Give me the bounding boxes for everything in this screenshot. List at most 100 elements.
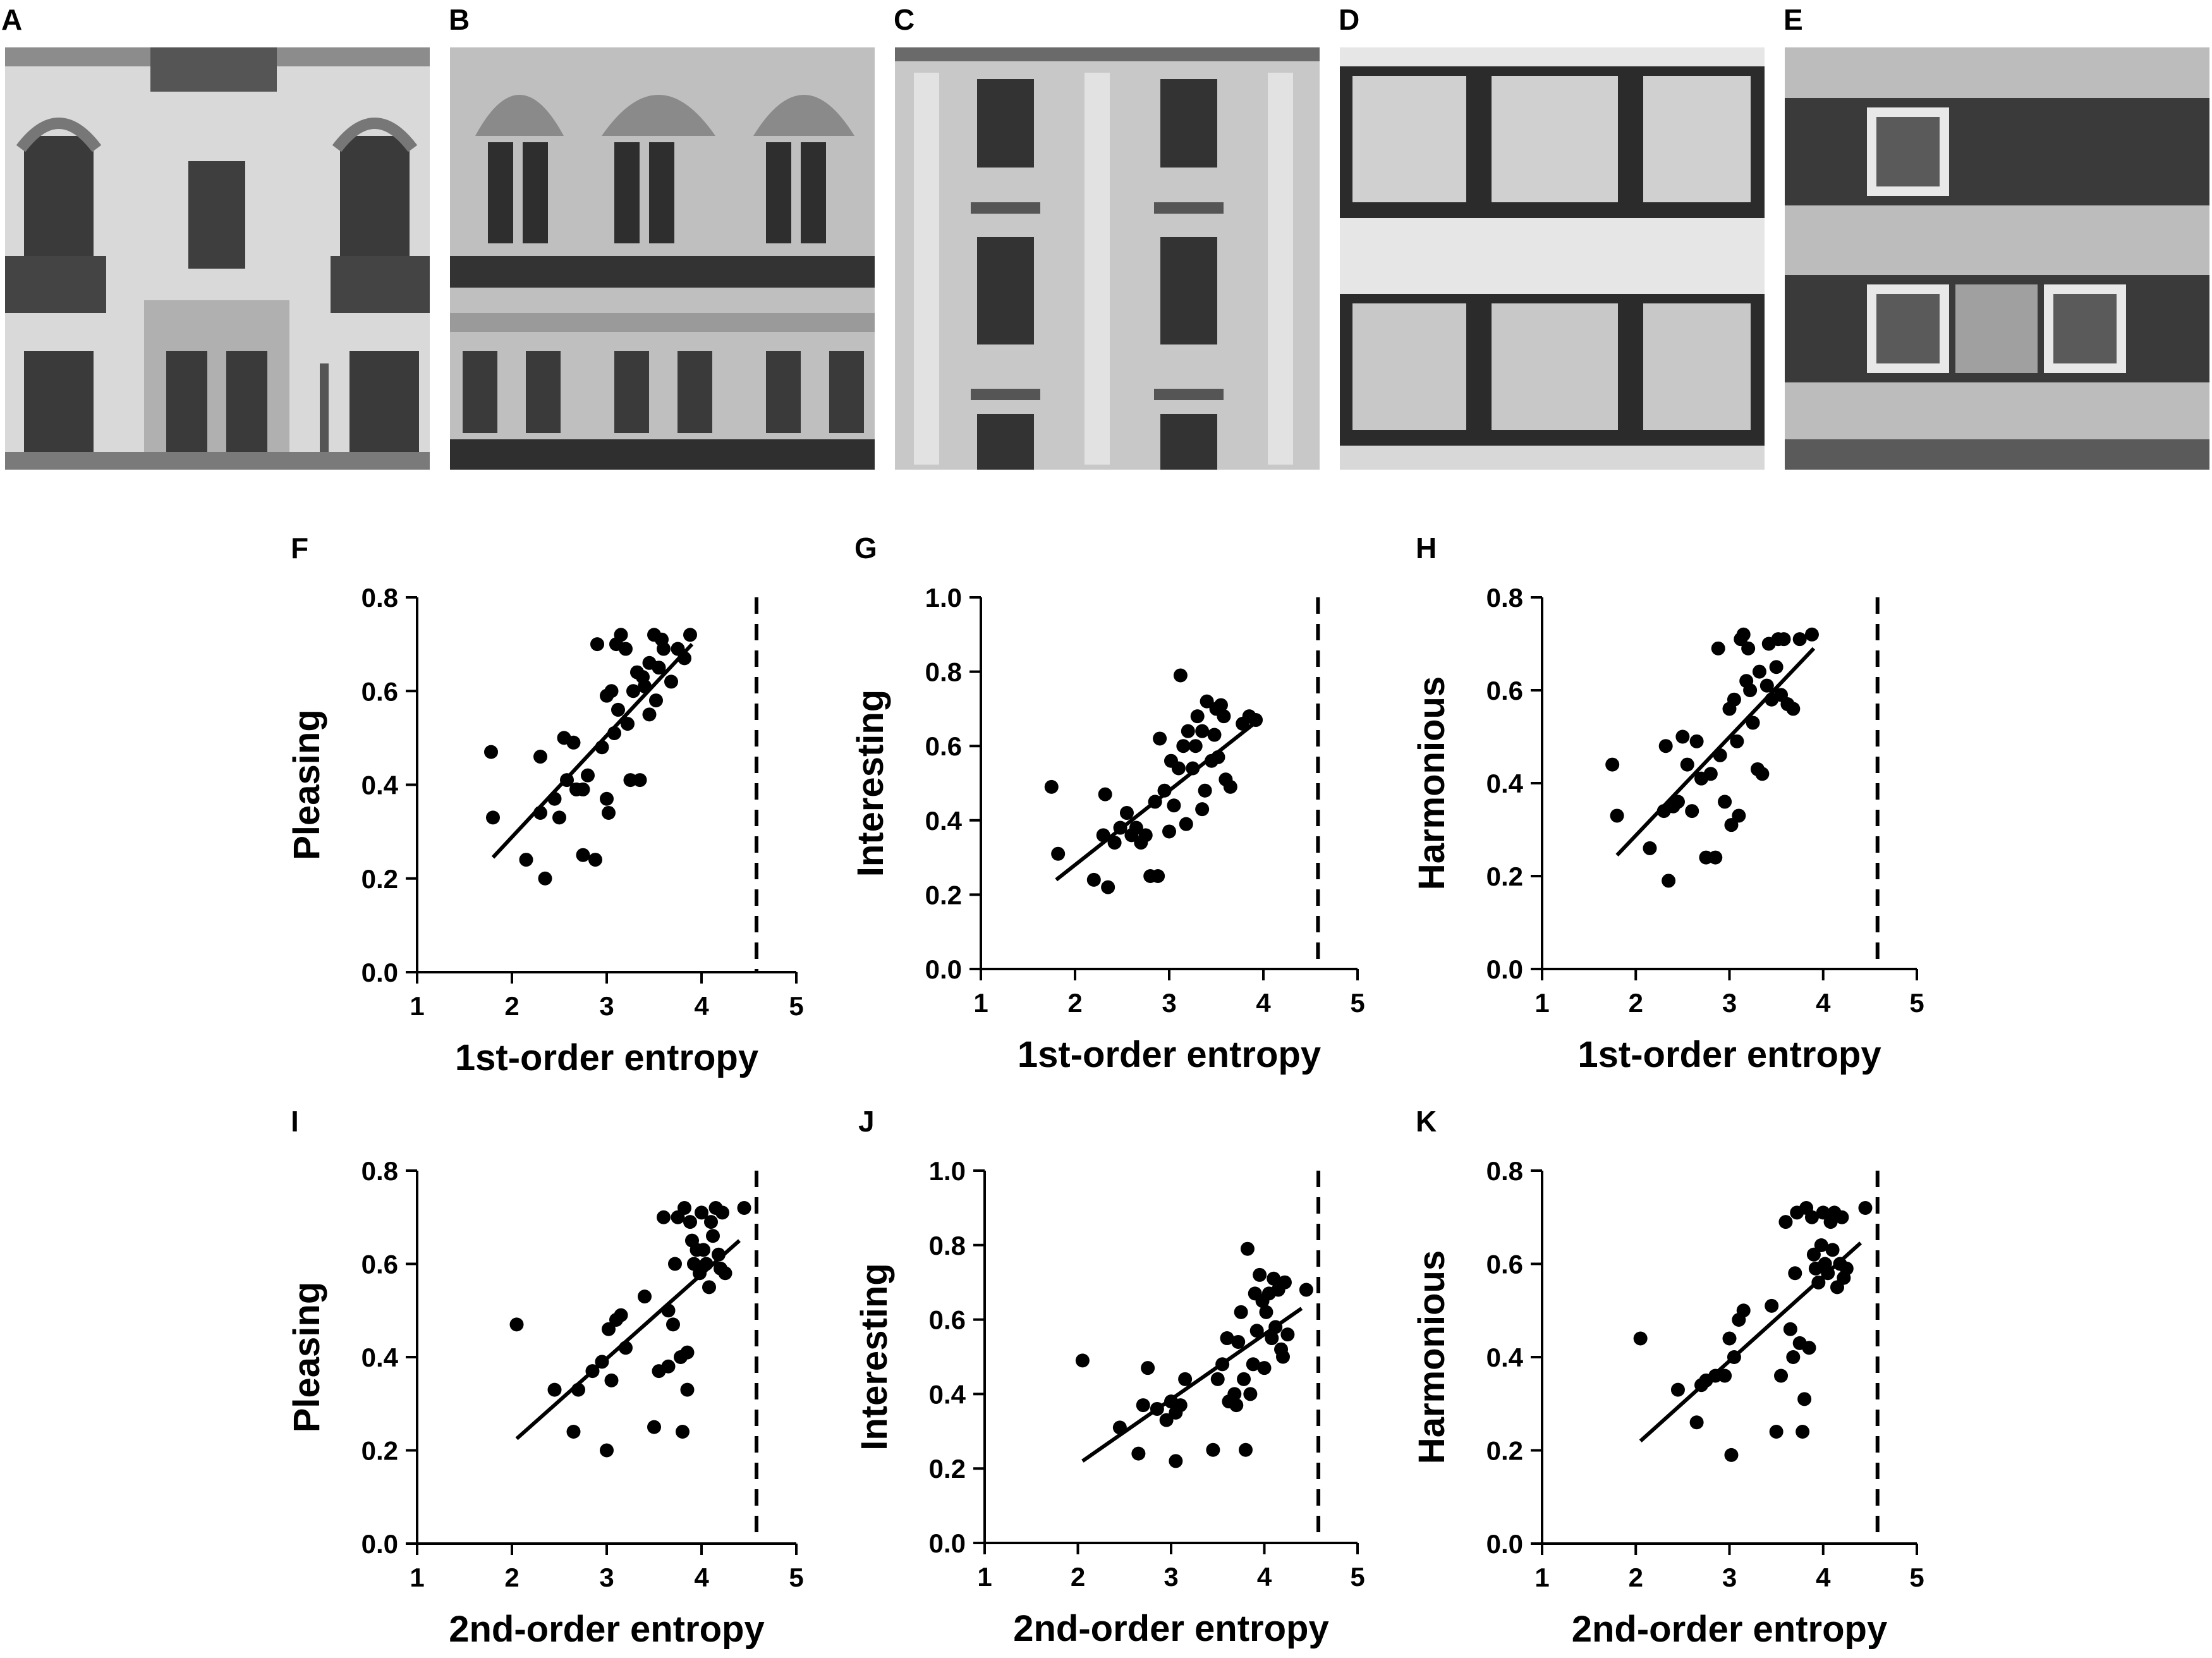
data-point: [668, 1257, 682, 1271]
data-point: [1153, 731, 1167, 746]
data-point: [1658, 739, 1673, 753]
data-point: [1206, 1442, 1220, 1457]
data-point: [614, 628, 628, 642]
x-axis-label: 1st-order entropy: [455, 1037, 758, 1078]
y-tick-label: 0.6: [362, 1250, 398, 1279]
data-point: [1229, 1398, 1244, 1413]
y-tick-label: 0.4: [362, 771, 399, 800]
data-point: [1186, 761, 1200, 776]
data-point: [649, 693, 663, 708]
data-point: [715, 1205, 729, 1220]
x-tick-label: 5: [789, 991, 803, 1021]
data-point: [1792, 632, 1807, 647]
y-tick-label: 1.0: [929, 1156, 966, 1186]
x-tick-label: 3: [1164, 1562, 1178, 1592]
y-tick-label: 0.0: [362, 958, 398, 987]
data-point: [576, 782, 590, 796]
data-point: [666, 1317, 680, 1332]
x-tick-label: 2: [1629, 988, 1643, 1018]
y-tick-label: 0.2: [1486, 862, 1523, 891]
data-point: [621, 717, 635, 731]
x-tick-label: 3: [599, 1563, 614, 1592]
data-point: [611, 702, 625, 717]
y-tick-label: 0.4: [362, 1343, 399, 1372]
regression-line: [491, 643, 694, 859]
data-point: [661, 1359, 676, 1374]
data-point: [1249, 713, 1263, 728]
data-point: [683, 1215, 697, 1229]
data-point: [1044, 779, 1059, 794]
data-point: [1188, 739, 1203, 753]
y-tick-label: 0.6: [929, 1305, 966, 1335]
data-point: [696, 1243, 710, 1257]
data-point: [590, 637, 604, 652]
data-point: [1195, 802, 1210, 817]
panel-label-d: D: [1339, 3, 1360, 36]
x-tick-label: 3: [1162, 988, 1176, 1018]
data-point: [1280, 1327, 1295, 1342]
data-point: [1198, 783, 1212, 798]
data-point: [680, 1382, 695, 1397]
data-point: [1171, 761, 1186, 776]
data-point: [1148, 795, 1162, 809]
data-point: [1246, 1357, 1260, 1372]
data-point: [1610, 808, 1624, 823]
data-point: [1675, 729, 1690, 744]
data-point: [1689, 734, 1704, 748]
data-point: [533, 750, 547, 764]
x-tick-label: 5: [1909, 1563, 1924, 1592]
data-point: [600, 791, 614, 806]
data-point: [1670, 1382, 1685, 1397]
data-point: [1234, 1305, 1248, 1319]
photo-classical-facade: [895, 47, 1320, 470]
y-tick-label: 0.4: [1486, 1343, 1524, 1372]
data-point: [1811, 1276, 1826, 1289]
x-tick-label: 4: [694, 1563, 709, 1592]
x-tick-label: 3: [1722, 988, 1737, 1018]
data-point: [638, 679, 652, 693]
data-point: [1786, 1350, 1801, 1364]
data-point: [1217, 709, 1231, 724]
data-point: [695, 1205, 708, 1220]
data-point: [533, 805, 547, 820]
data-point: [604, 1373, 619, 1387]
data-point: [647, 1420, 661, 1434]
data-point: [585, 1364, 600, 1379]
data-point: [1141, 1361, 1155, 1375]
data-point: [1231, 1334, 1246, 1349]
data-point: [571, 1382, 585, 1397]
x-axis-label: 2nd-order entropy: [449, 1609, 765, 1650]
regression-line: [1081, 1307, 1303, 1463]
x-tick-label: 4: [1816, 988, 1831, 1018]
data-point: [1727, 1350, 1741, 1364]
y-tick-label: 0.0: [929, 1528, 966, 1558]
data-point: [1101, 880, 1115, 894]
data-point: [1107, 836, 1122, 850]
x-tick-label: 1: [973, 988, 988, 1018]
photo-ornate-facade: [5, 47, 430, 470]
y-tick-label: 0.0: [362, 1529, 398, 1559]
data-point: [1858, 1201, 1873, 1215]
y-tick-label: 0.0: [1486, 954, 1523, 984]
data-point: [1299, 1283, 1313, 1297]
data-point: [1804, 1210, 1819, 1224]
data-point: [619, 1341, 633, 1355]
data-point: [1112, 1420, 1127, 1435]
data-point: [712, 1247, 726, 1262]
data-point: [1213, 698, 1228, 712]
y-tick-label: 0.2: [362, 1436, 398, 1466]
data-point: [1777, 632, 1791, 647]
data-point: [678, 651, 691, 666]
x-tick-label: 2: [1629, 1563, 1643, 1592]
data-point: [509, 1317, 524, 1332]
data-point: [706, 1229, 720, 1243]
x-tick-label: 3: [599, 991, 614, 1021]
data-point: [602, 805, 616, 820]
data-point: [1765, 1298, 1779, 1313]
data-point: [1788, 1266, 1802, 1281]
data-point: [1769, 1425, 1784, 1439]
data-point: [657, 1210, 671, 1224]
data-point: [1223, 779, 1237, 794]
data-point: [661, 1303, 676, 1318]
data-point: [633, 773, 647, 788]
